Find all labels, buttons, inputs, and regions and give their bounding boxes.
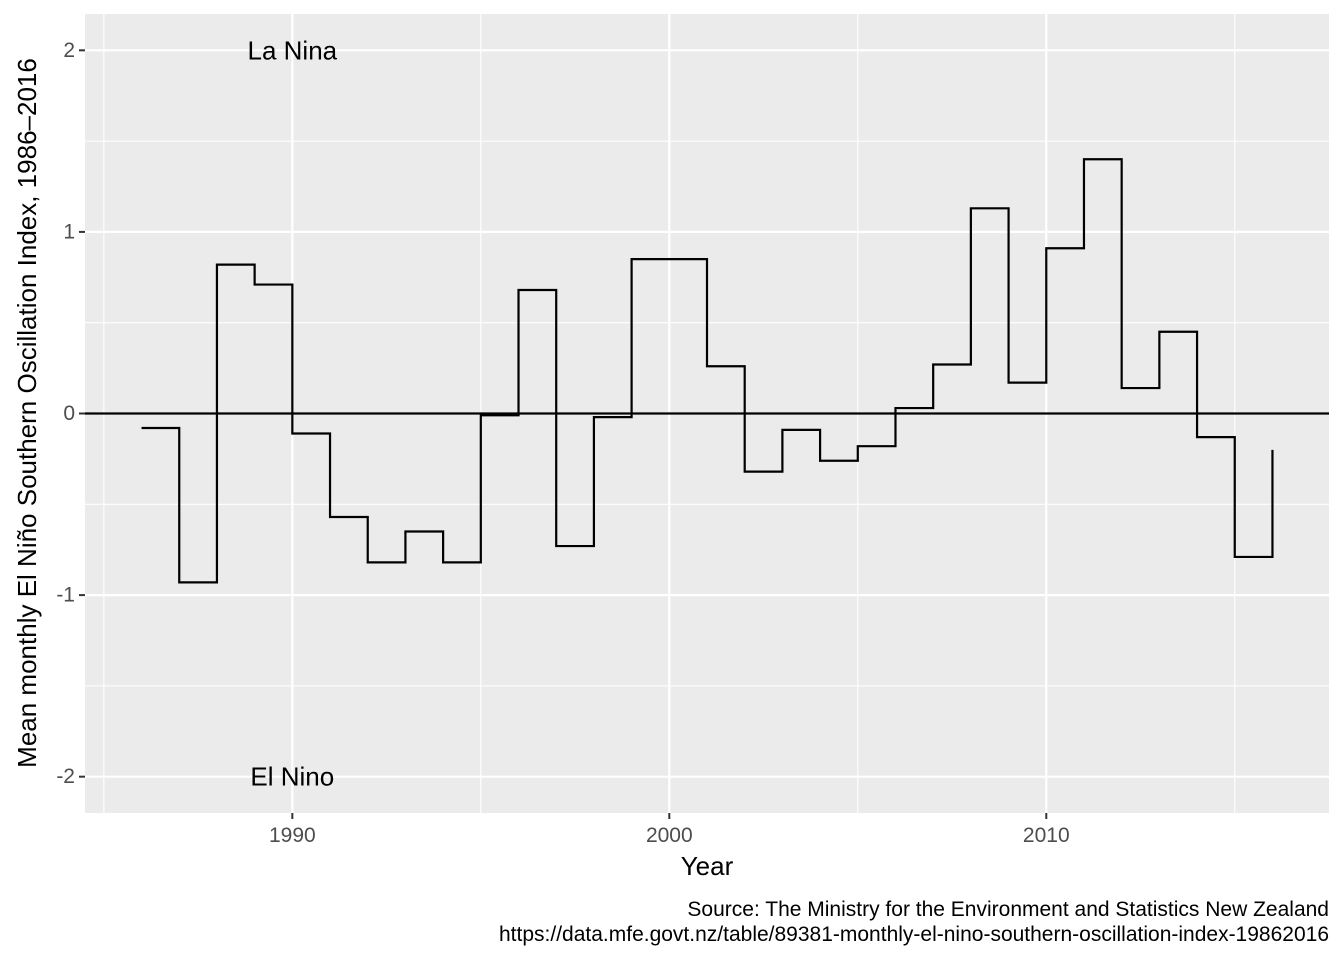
annotations: La Nina El Nino: [248, 35, 338, 791]
x-axis: 1990 2000 2010: [269, 813, 1070, 847]
y-tick-label: 1: [63, 220, 75, 243]
y-tick-label: 0: [63, 402, 75, 425]
series-step-line: [141, 158, 1274, 584]
x-axis-title: Year: [681, 851, 734, 881]
y-tick-label: -2: [56, 765, 75, 788]
y-axis-title: Mean monthly El Niño Southern Oscillatio…: [12, 58, 42, 768]
annotation-label: El Nino: [250, 762, 334, 792]
caption-url: https://data.mfe.govt.nz/table/89381-mon…: [499, 923, 1329, 946]
x-tick-label: 2000: [646, 824, 693, 847]
y-axis: -2 -1 0 1 2: [56, 39, 85, 788]
x-tick-label: 1990: [269, 824, 316, 847]
y-tick-label: -1: [56, 584, 75, 607]
annotation-label: La Nina: [248, 35, 338, 65]
y-tick-label: 2: [63, 39, 75, 62]
x-tick-label: 2010: [1023, 824, 1070, 847]
caption-source: Source: The Ministry for the Environment…: [687, 898, 1329, 921]
